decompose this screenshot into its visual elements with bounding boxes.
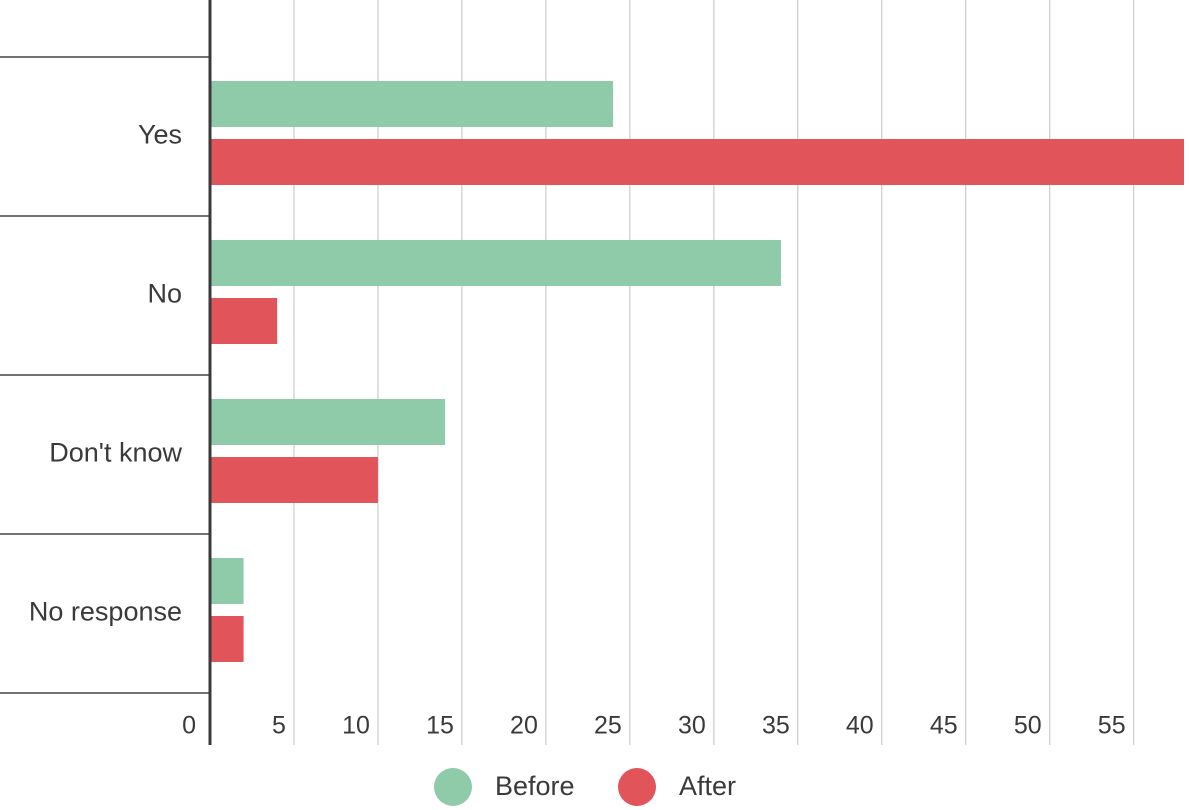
legend: Before After bbox=[434, 768, 736, 806]
category-labels: Yes No Don't know No response bbox=[29, 120, 183, 627]
bar-before-no bbox=[210, 240, 781, 286]
category-label-don-t-know: Don't know bbox=[49, 438, 182, 468]
bar-before-yes bbox=[210, 81, 614, 127]
x-tick-label-45: 45 bbox=[930, 712, 958, 740]
x-tick-label-10: 10 bbox=[342, 712, 370, 740]
bars bbox=[210, 81, 1184, 662]
legend-label-before: Before bbox=[495, 771, 575, 801]
bar-before-don-t-know bbox=[210, 399, 446, 445]
legend-swatch-after bbox=[618, 768, 656, 806]
x-tick-label-20: 20 bbox=[510, 712, 538, 740]
x-tick-label-0: 0 bbox=[182, 712, 196, 740]
legend-swatch-before bbox=[434, 768, 472, 806]
category-label-yes: Yes bbox=[138, 120, 182, 150]
x-tick-label-50: 50 bbox=[1014, 712, 1042, 740]
bar-before-no-response bbox=[210, 558, 244, 604]
x-tick-label-15: 15 bbox=[426, 712, 454, 740]
bar-after-yes bbox=[210, 139, 1184, 185]
x-tick-label-5: 5 bbox=[272, 712, 286, 740]
category-separators bbox=[0, 56, 210, 694]
x-tick-label-30: 30 bbox=[678, 712, 706, 740]
legend-label-after: After bbox=[679, 771, 736, 801]
category-label-no-response: No response bbox=[29, 597, 182, 627]
category-label-no: No bbox=[147, 279, 182, 309]
bar-after-no bbox=[210, 298, 278, 344]
bar-after-don-t-know bbox=[210, 457, 378, 503]
x-tick-label-25: 25 bbox=[594, 712, 622, 740]
x-tick-label-35: 35 bbox=[762, 712, 790, 740]
x-tick-label-40: 40 bbox=[846, 712, 874, 740]
x-tick-labels: 0 5 10 15 20 25 30 35 40 45 50 55 bbox=[182, 712, 1126, 740]
bar-after-no-response bbox=[210, 616, 244, 662]
x-tick-label-55: 55 bbox=[1098, 712, 1126, 740]
